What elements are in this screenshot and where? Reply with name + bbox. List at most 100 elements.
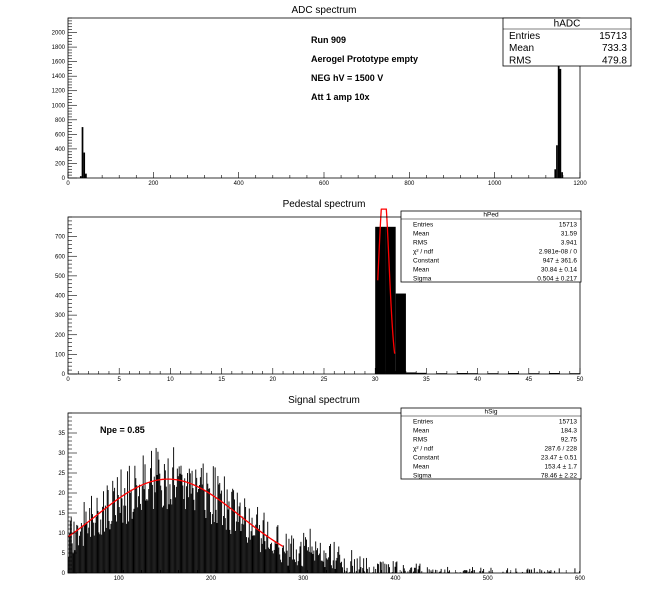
- x-tick-label: 200: [206, 576, 217, 582]
- stats-value: 287.6 / 228: [544, 446, 577, 453]
- bar-178: [232, 488, 234, 573]
- stats-value: 31.59: [561, 231, 578, 238]
- bar-3: [85, 173, 87, 178]
- bar-22: [88, 527, 90, 573]
- bar-119: [177, 476, 179, 573]
- bar-225: [275, 543, 277, 573]
- bar-105: [164, 470, 166, 573]
- bar-302: [350, 561, 352, 573]
- bar-353: [430, 570, 432, 573]
- bar-159: [214, 467, 216, 573]
- annotation-text: Run 909: [311, 35, 346, 45]
- bar-414: [574, 568, 576, 573]
- x-tick-label: 0: [66, 181, 70, 187]
- stats-label: Entries: [413, 222, 434, 229]
- bar-378: [472, 567, 473, 573]
- bar-313: [364, 571, 366, 573]
- bar-102: [162, 507, 164, 573]
- stats-label: Mean: [413, 428, 430, 435]
- bar-197: [249, 539, 251, 573]
- bar-395: [521, 571, 523, 573]
- bar-5: [556, 145, 558, 178]
- bar-360: [440, 568, 442, 573]
- bar-211: [262, 520, 264, 573]
- bar-210: [261, 543, 263, 573]
- bar-129: [187, 473, 188, 573]
- bar-175: [229, 529, 231, 573]
- bar-226: [276, 526, 278, 573]
- bar-62: [125, 505, 127, 573]
- bar-188: [241, 523, 243, 573]
- bar-29: [94, 522, 96, 573]
- bar-58: [121, 498, 123, 573]
- bar-223: [273, 549, 275, 573]
- bar-32: [97, 510, 99, 573]
- bar-4: [554, 169, 557, 178]
- bar-240: [289, 556, 291, 573]
- bar-320: [377, 563, 378, 573]
- bar-297: [341, 567, 343, 573]
- bar-106: [165, 486, 167, 573]
- bar-365: [449, 570, 450, 573]
- bar-287: [332, 560, 334, 573]
- x-tick-label: 10: [167, 377, 174, 383]
- bar-136: [193, 499, 195, 573]
- bar-67: [129, 492, 131, 573]
- bar-204: [256, 514, 258, 573]
- x-tick-label: 300: [298, 576, 309, 582]
- bar-256: [304, 545, 306, 573]
- bar-383: [483, 569, 485, 573]
- bar-59: [122, 522, 124, 573]
- bar-2: [69, 521, 71, 573]
- y-tick-label: 0: [62, 372, 66, 378]
- bar-5: [72, 553, 74, 573]
- bar-321: [377, 564, 379, 573]
- stats-box: hADC Entries 15713 Mean 733.3 RMS 479.8: [502, 17, 632, 67]
- bar-352: [428, 569, 430, 573]
- bar-170: [224, 518, 226, 573]
- bar-27: [92, 522, 94, 573]
- bar-33: [98, 532, 100, 573]
- x-tick-label: 0: [66, 377, 70, 383]
- bar-34: [99, 534, 101, 573]
- bar-78: [139, 503, 141, 573]
- bar-341: [411, 567, 413, 573]
- bar-55: [118, 507, 120, 573]
- bar-83: [144, 464, 146, 573]
- bar-243: [292, 559, 294, 573]
- bar-182: [235, 521, 237, 573]
- bar-202: [254, 535, 256, 573]
- bar-310: [360, 567, 362, 573]
- bar-193: [246, 537, 247, 573]
- bar-4: [71, 543, 73, 573]
- bar-160: [215, 509, 217, 573]
- bar-410: [550, 570, 552, 573]
- bar-354: [431, 572, 433, 573]
- bar-172: [226, 489, 228, 573]
- bar-411: [554, 570, 556, 573]
- bar-88: [149, 481, 151, 573]
- bar-412: [558, 568, 560, 573]
- bar-135: [192, 488, 194, 573]
- bar-322: [379, 561, 381, 573]
- bar-151: [207, 483, 209, 573]
- y-tick-label: 1400: [52, 74, 66, 80]
- bar-181: [234, 530, 236, 573]
- bar-293: [338, 546, 340, 573]
- bar-296: [341, 561, 342, 573]
- stats-label: Mean: [413, 267, 430, 274]
- stats-label: Constant: [413, 258, 439, 265]
- bar-48: [112, 480, 114, 573]
- bar-379: [473, 570, 475, 573]
- bar-109: [168, 504, 170, 573]
- stats-label: RMS: [413, 437, 428, 444]
- bar-198: [250, 531, 252, 573]
- bar-52: [115, 521, 117, 573]
- bar-7: [74, 550, 76, 573]
- bar-39: [103, 531, 105, 573]
- bar-185: [238, 506, 240, 573]
- bars: [79, 21, 563, 178]
- bar-168: [222, 516, 224, 573]
- bar-389: [502, 571, 504, 573]
- bar-311: [362, 568, 364, 573]
